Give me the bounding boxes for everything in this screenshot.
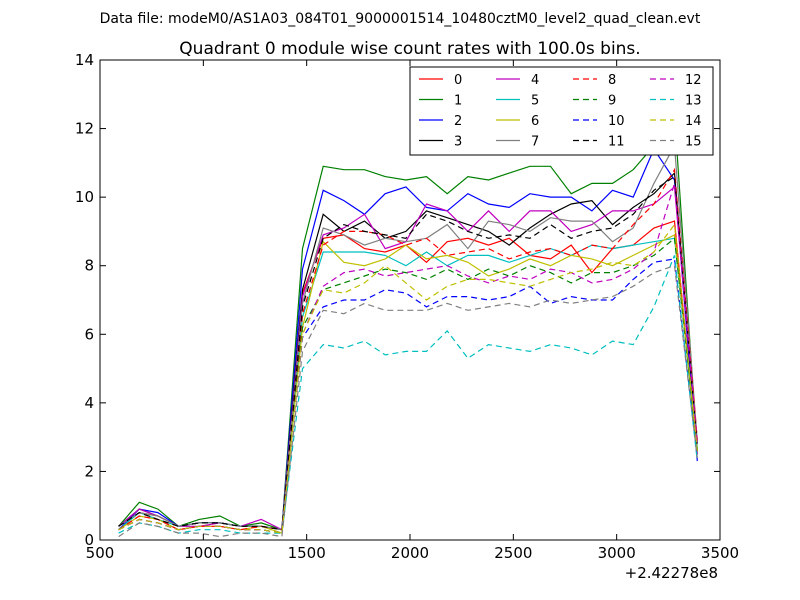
legend-label-10: 10: [608, 114, 625, 129]
series-line-0: [118, 220, 698, 531]
legend-label-4: 4: [531, 73, 539, 88]
y-tick-label: 4: [84, 394, 94, 412]
x-tick-label: 2000: [391, 544, 429, 562]
legend-label-2: 2: [454, 114, 462, 129]
chart-suptitle: Data file: modeM0/AS1A03_084T01_90000015…: [100, 11, 701, 27]
series-line-5: [118, 237, 698, 531]
series-line-13: [118, 255, 698, 534]
legend-label-6: 6: [531, 114, 539, 129]
legend-label-7: 7: [531, 135, 539, 150]
series-line-15: [118, 264, 698, 538]
legend-label-3: 3: [454, 135, 462, 150]
legend-label-1: 1: [454, 94, 462, 109]
legend-label-14: 14: [685, 114, 702, 129]
series-line-14: [118, 223, 698, 534]
series-line-8: [118, 167, 698, 531]
legend-label-13: 13: [685, 94, 702, 109]
y-tick-label: 12: [75, 120, 94, 138]
series-line-2: [118, 147, 698, 531]
legend-label-8: 8: [608, 73, 616, 88]
x-tick-label: 1000: [184, 544, 222, 562]
series-line-12: [118, 183, 698, 534]
series-line-9: [118, 237, 698, 534]
plot-area: 500 1000 1500 2000 2500 3000 35000246810121401…: [75, 51, 739, 562]
x-tick-label: 500: [86, 544, 115, 562]
y-tick-label: 14: [75, 51, 94, 69]
series-line-7: [118, 143, 698, 531]
x-tick-label: 3000: [598, 544, 636, 562]
legend-label-0: 0: [454, 73, 462, 88]
y-tick-label: 8: [84, 257, 94, 275]
series-line-4: [118, 185, 698, 531]
series-line-1: [118, 113, 698, 531]
y-tick-label: 6: [84, 325, 94, 343]
legend-label-15: 15: [685, 135, 702, 150]
chart-title: Quadrant 0 module wise count rates with …: [179, 39, 640, 59]
y-tick-label: 0: [84, 531, 94, 549]
legend-label-5: 5: [531, 94, 539, 109]
legend-label-9: 9: [608, 94, 616, 109]
x-tick-label: 1500: [288, 544, 326, 562]
x-tick-label: 3500: [701, 544, 739, 562]
series-line-10: [118, 258, 698, 534]
x-axis-offset-label: +2.42278e8: [625, 564, 718, 582]
y-tick-label: 10: [75, 188, 94, 206]
y-tick-label: 2: [84, 462, 94, 480]
series-line-11: [118, 175, 698, 531]
legend-label-11: 11: [608, 135, 625, 150]
x-tick-label: 2500: [494, 544, 532, 562]
legend-label-12: 12: [685, 73, 702, 88]
